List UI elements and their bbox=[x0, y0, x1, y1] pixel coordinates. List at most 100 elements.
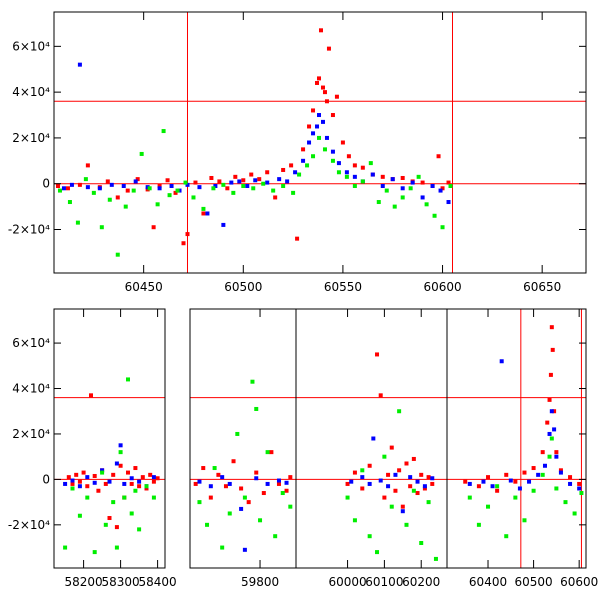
bottom-blue-point-34 bbox=[422, 484, 427, 489]
bottom-blue-point-49 bbox=[558, 470, 563, 475]
bottom-blue-point-19 bbox=[242, 547, 247, 552]
bottom-green-point-35 bbox=[375, 550, 380, 555]
bottom-green-point-36 bbox=[382, 454, 387, 459]
bottom-green-point-42 bbox=[426, 500, 431, 505]
bottom-red-point-24 bbox=[155, 476, 160, 481]
bottom-blue-point-37 bbox=[481, 479, 486, 484]
bottom-red-point-59 bbox=[463, 479, 468, 484]
top-red-point-41 bbox=[334, 94, 339, 99]
top-blue-point-9 bbox=[157, 186, 162, 191]
bottom-blue-point-28 bbox=[378, 478, 383, 483]
bottom-red-point-1 bbox=[70, 481, 75, 486]
bottom-red-point-47 bbox=[389, 445, 394, 450]
top-green-point-1 bbox=[67, 200, 72, 205]
bottom-red-point-16 bbox=[126, 470, 130, 475]
top-green-point-31 bbox=[317, 135, 322, 140]
top-green-point-0 bbox=[57, 188, 62, 193]
bottom-blue-point-18 bbox=[239, 506, 244, 511]
top-xtick-label-1: 60500 bbox=[224, 280, 262, 294]
top-blue-point-2 bbox=[77, 62, 82, 67]
top-red-point-25 bbox=[265, 170, 270, 175]
bottom-blue-point-41 bbox=[517, 486, 522, 491]
top-ytick-label-1: 0 bbox=[42, 177, 50, 191]
bottom-blue-point-35 bbox=[430, 476, 435, 481]
bottom-blue-point-0 bbox=[63, 481, 68, 486]
bottom-green-point-29 bbox=[280, 491, 285, 496]
top-blue-point-33 bbox=[336, 161, 341, 166]
top-panel: 60450 60500 60550 60600 60650 -2×10⁴ 0 2×10⁴ 4×1… bbox=[8, 11, 587, 294]
top-red-point-47 bbox=[380, 174, 385, 179]
bottom-frame-segments-1-3 bbox=[189, 308, 587, 569]
top-red-point-43 bbox=[346, 154, 351, 159]
bottom-blue-point-16 bbox=[220, 475, 225, 480]
bottom-green-point-2 bbox=[77, 513, 82, 518]
top-green-point-3 bbox=[83, 177, 88, 182]
bottom-red-point-30 bbox=[231, 459, 236, 464]
top-green-point-8 bbox=[123, 204, 128, 209]
bottom-red-point-50 bbox=[400, 504, 405, 509]
top-red-point-5 bbox=[105, 179, 110, 184]
top-green-point-23 bbox=[251, 186, 256, 191]
top-blue-point-37 bbox=[370, 172, 375, 177]
bottom-green-point-10 bbox=[122, 495, 127, 500]
bottom-blue-point-14 bbox=[197, 479, 202, 484]
bottom-green-point-50 bbox=[522, 518, 527, 523]
top-green-point-10 bbox=[139, 151, 144, 156]
top-green-point-2 bbox=[75, 220, 80, 225]
top-ytick-label-3: 4×10⁴ bbox=[12, 85, 50, 99]
top-green-point-29 bbox=[305, 163, 310, 168]
bottom-green-point-20 bbox=[220, 545, 225, 550]
top-blue-point-21 bbox=[265, 180, 270, 185]
bottom-red-point-0 bbox=[66, 475, 71, 480]
top-blue-point-44 bbox=[438, 188, 443, 193]
top-blue-point-38 bbox=[380, 184, 385, 188]
bottom-blue-point-20 bbox=[254, 476, 259, 481]
top-green-point-48 bbox=[448, 184, 453, 188]
top-red-point-23 bbox=[249, 172, 254, 177]
bottom-red-point-53 bbox=[411, 456, 416, 461]
top-blue-point-40 bbox=[400, 186, 405, 191]
bottom-red-point-55 bbox=[419, 472, 424, 477]
top-green-point-32 bbox=[322, 147, 327, 152]
bottom-green-point-45 bbox=[476, 522, 481, 527]
bottom-blue-point-27 bbox=[371, 436, 376, 441]
top-red-point-2 bbox=[77, 182, 82, 187]
bottom-green-point-11 bbox=[126, 377, 130, 382]
bottom-red-point-44 bbox=[378, 393, 383, 398]
bottom-red-point-56 bbox=[422, 486, 427, 491]
bottom-green-point-57 bbox=[572, 511, 577, 516]
bottom-blue-point-25 bbox=[360, 475, 365, 480]
top-blue-point-18 bbox=[237, 179, 242, 184]
top-green-point-22 bbox=[241, 184, 246, 188]
top-green-point-27 bbox=[291, 190, 296, 195]
bottom-red-point-62 bbox=[495, 488, 500, 493]
top-red-point-51 bbox=[420, 180, 425, 185]
top-red-point-45 bbox=[360, 165, 365, 170]
bottom-blue-point-33 bbox=[415, 479, 420, 484]
top-red-point-11 bbox=[157, 184, 162, 188]
bottom-blue-point-50 bbox=[568, 481, 573, 486]
bottom-red-point-72 bbox=[550, 347, 555, 352]
bottom-green-point-52 bbox=[540, 472, 545, 477]
top-blue-point-25 bbox=[301, 158, 306, 163]
top-blue-point-19 bbox=[245, 184, 250, 188]
bottom-blue-point-24 bbox=[349, 479, 354, 484]
bottom-green-point-1 bbox=[70, 486, 75, 491]
bottom-red-point-11 bbox=[107, 516, 112, 521]
bottom-green-point-41 bbox=[419, 541, 424, 546]
bottom-green-point-8 bbox=[114, 545, 119, 550]
bottom-red-point-17 bbox=[129, 481, 134, 486]
bottom-red-point-10 bbox=[103, 481, 108, 486]
top-blue-point-15 bbox=[213, 184, 218, 188]
bottom-blue-point-4 bbox=[92, 480, 97, 485]
bottom-xtick-label-8: 60500 bbox=[514, 575, 552, 589]
bottom-green-point-30 bbox=[288, 504, 293, 509]
top-red-point-35 bbox=[318, 28, 323, 33]
bottom-green-point-16 bbox=[151, 495, 156, 500]
top-blue-point-5 bbox=[109, 182, 114, 187]
bottom-green-point-39 bbox=[404, 522, 409, 527]
top-red-point-17 bbox=[201, 211, 206, 216]
bottom-red-point-43 bbox=[375, 352, 380, 357]
top-green-point-30 bbox=[311, 154, 316, 159]
bottom-green-point-46 bbox=[486, 504, 491, 509]
